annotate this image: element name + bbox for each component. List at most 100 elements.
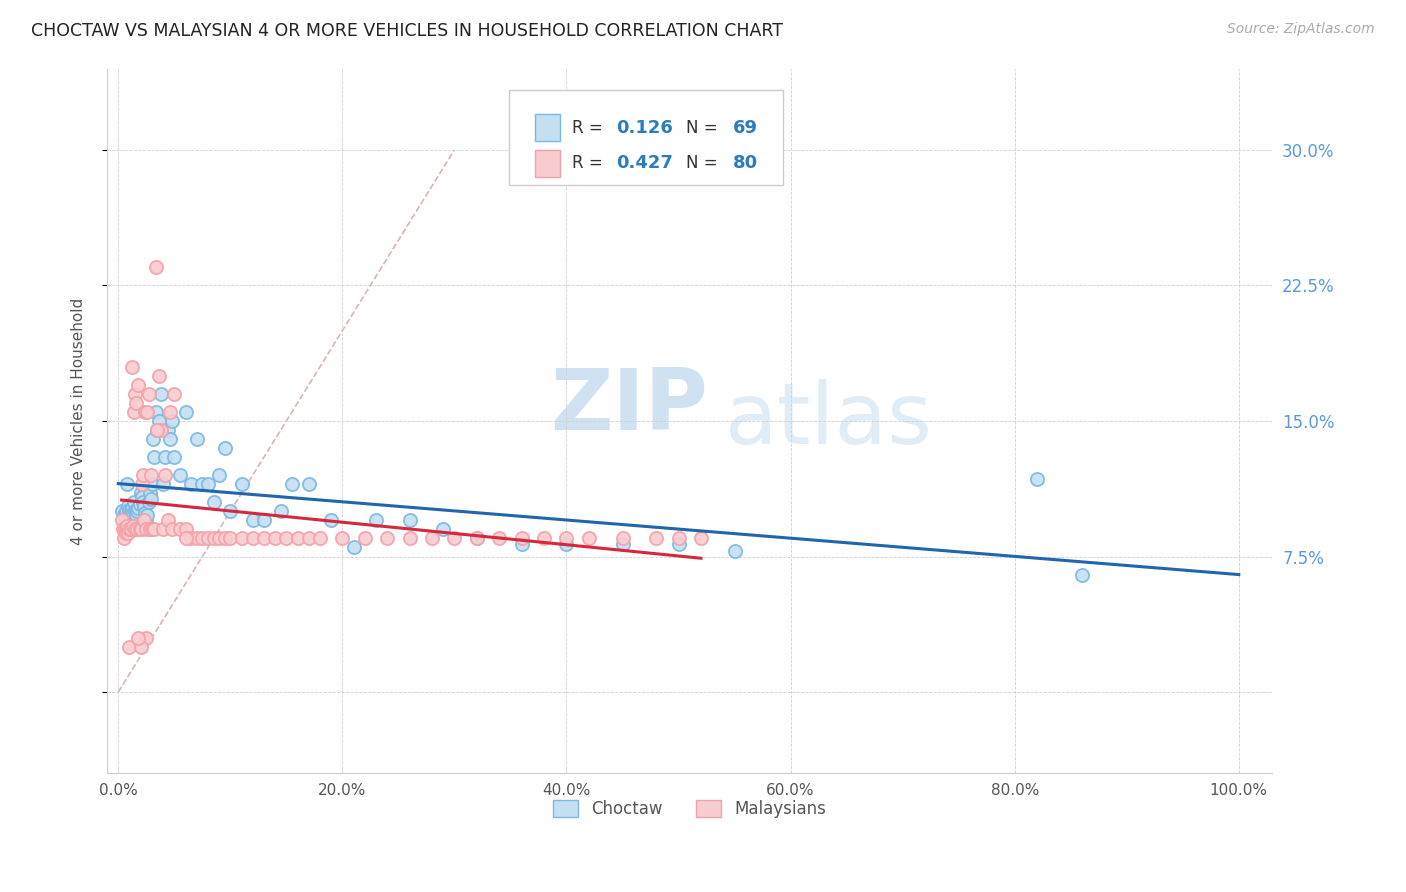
Point [120, 523, 142, 537]
Point [152, 477, 174, 491]
Text: R =: R = [572, 119, 607, 136]
Point [131, 477, 153, 491]
Point [219, 504, 242, 518]
Point [555, 532, 578, 546]
Point [169, 523, 191, 537]
Point [155, 468, 177, 483]
Point [112, 508, 135, 522]
Point [148, 368, 170, 383]
Point [231, 532, 253, 546]
Point [668, 532, 690, 546]
Point [142, 432, 165, 446]
Point [208, 532, 231, 546]
Point [163, 387, 186, 401]
Point [129, 640, 152, 654]
Legend: Choctaw, Malaysians: Choctaw, Malaysians [547, 794, 834, 825]
Point [117, 526, 139, 541]
Point [242, 513, 264, 527]
Text: 80: 80 [733, 154, 758, 172]
Point [135, 523, 157, 537]
Point [214, 441, 236, 455]
FancyBboxPatch shape [509, 90, 783, 185]
Point [122, 495, 145, 509]
Point [219, 532, 242, 546]
Point [115, 526, 138, 541]
Point [152, 523, 174, 537]
Point [129, 523, 152, 537]
Point [398, 532, 420, 546]
Point [136, 405, 159, 419]
Point [160, 523, 183, 537]
Point [115, 518, 138, 533]
Point [191, 477, 214, 491]
Point [127, 523, 149, 537]
Point [129, 486, 152, 500]
Point [143, 523, 166, 537]
Point [149, 423, 172, 437]
Point [148, 414, 170, 428]
Point [723, 544, 745, 558]
Point [146, 423, 169, 437]
Point [118, 502, 141, 516]
Point [398, 513, 420, 527]
Point [138, 495, 160, 509]
Point [114, 509, 136, 524]
Point [298, 532, 321, 546]
Text: CHOCTAW VS MALAYSIAN 4 OR MORE VEHICLES IN HOUSEHOLD CORRELATION CHART: CHOCTAW VS MALAYSIAN 4 OR MORE VEHICLES … [31, 22, 783, 40]
Point [132, 499, 155, 513]
Point [420, 532, 443, 546]
Point [1026, 472, 1049, 486]
Point [287, 532, 309, 546]
Point [202, 495, 225, 509]
Point [127, 500, 149, 515]
Point [124, 504, 146, 518]
Point [156, 423, 179, 437]
Point [332, 532, 354, 546]
Point [186, 432, 208, 446]
Point [465, 532, 488, 546]
Point [214, 532, 236, 546]
Point [197, 477, 219, 491]
Text: 0.427: 0.427 [616, 154, 673, 172]
Point [121, 359, 143, 374]
Point [111, 504, 134, 518]
Point [510, 537, 533, 551]
Point [139, 468, 162, 483]
Point [111, 523, 134, 537]
Point [132, 495, 155, 509]
Text: atlas: atlas [724, 379, 932, 462]
Point [118, 523, 141, 537]
Point [111, 513, 134, 527]
Point [112, 532, 135, 546]
Point [141, 477, 163, 491]
Point [375, 532, 398, 546]
Point [160, 414, 183, 428]
Point [281, 477, 304, 491]
Point [121, 500, 143, 515]
Point [645, 532, 668, 546]
Point [353, 532, 375, 546]
Point [124, 523, 146, 537]
Point [510, 532, 533, 546]
Point [174, 532, 197, 546]
Point [141, 523, 163, 537]
Point [125, 508, 148, 522]
Point [174, 523, 197, 537]
Point [342, 541, 364, 555]
Point [131, 490, 153, 504]
Point [138, 523, 160, 537]
Point [668, 537, 690, 551]
Point [253, 513, 276, 527]
Point [139, 491, 162, 506]
Point [231, 477, 253, 491]
Point [555, 537, 578, 551]
Point [242, 532, 264, 546]
Text: R =: R = [572, 154, 607, 172]
Point [121, 506, 143, 520]
Point [122, 405, 145, 419]
Point [125, 396, 148, 410]
Point [191, 532, 214, 546]
Point [143, 450, 166, 464]
FancyBboxPatch shape [534, 114, 561, 141]
Point [163, 450, 186, 464]
